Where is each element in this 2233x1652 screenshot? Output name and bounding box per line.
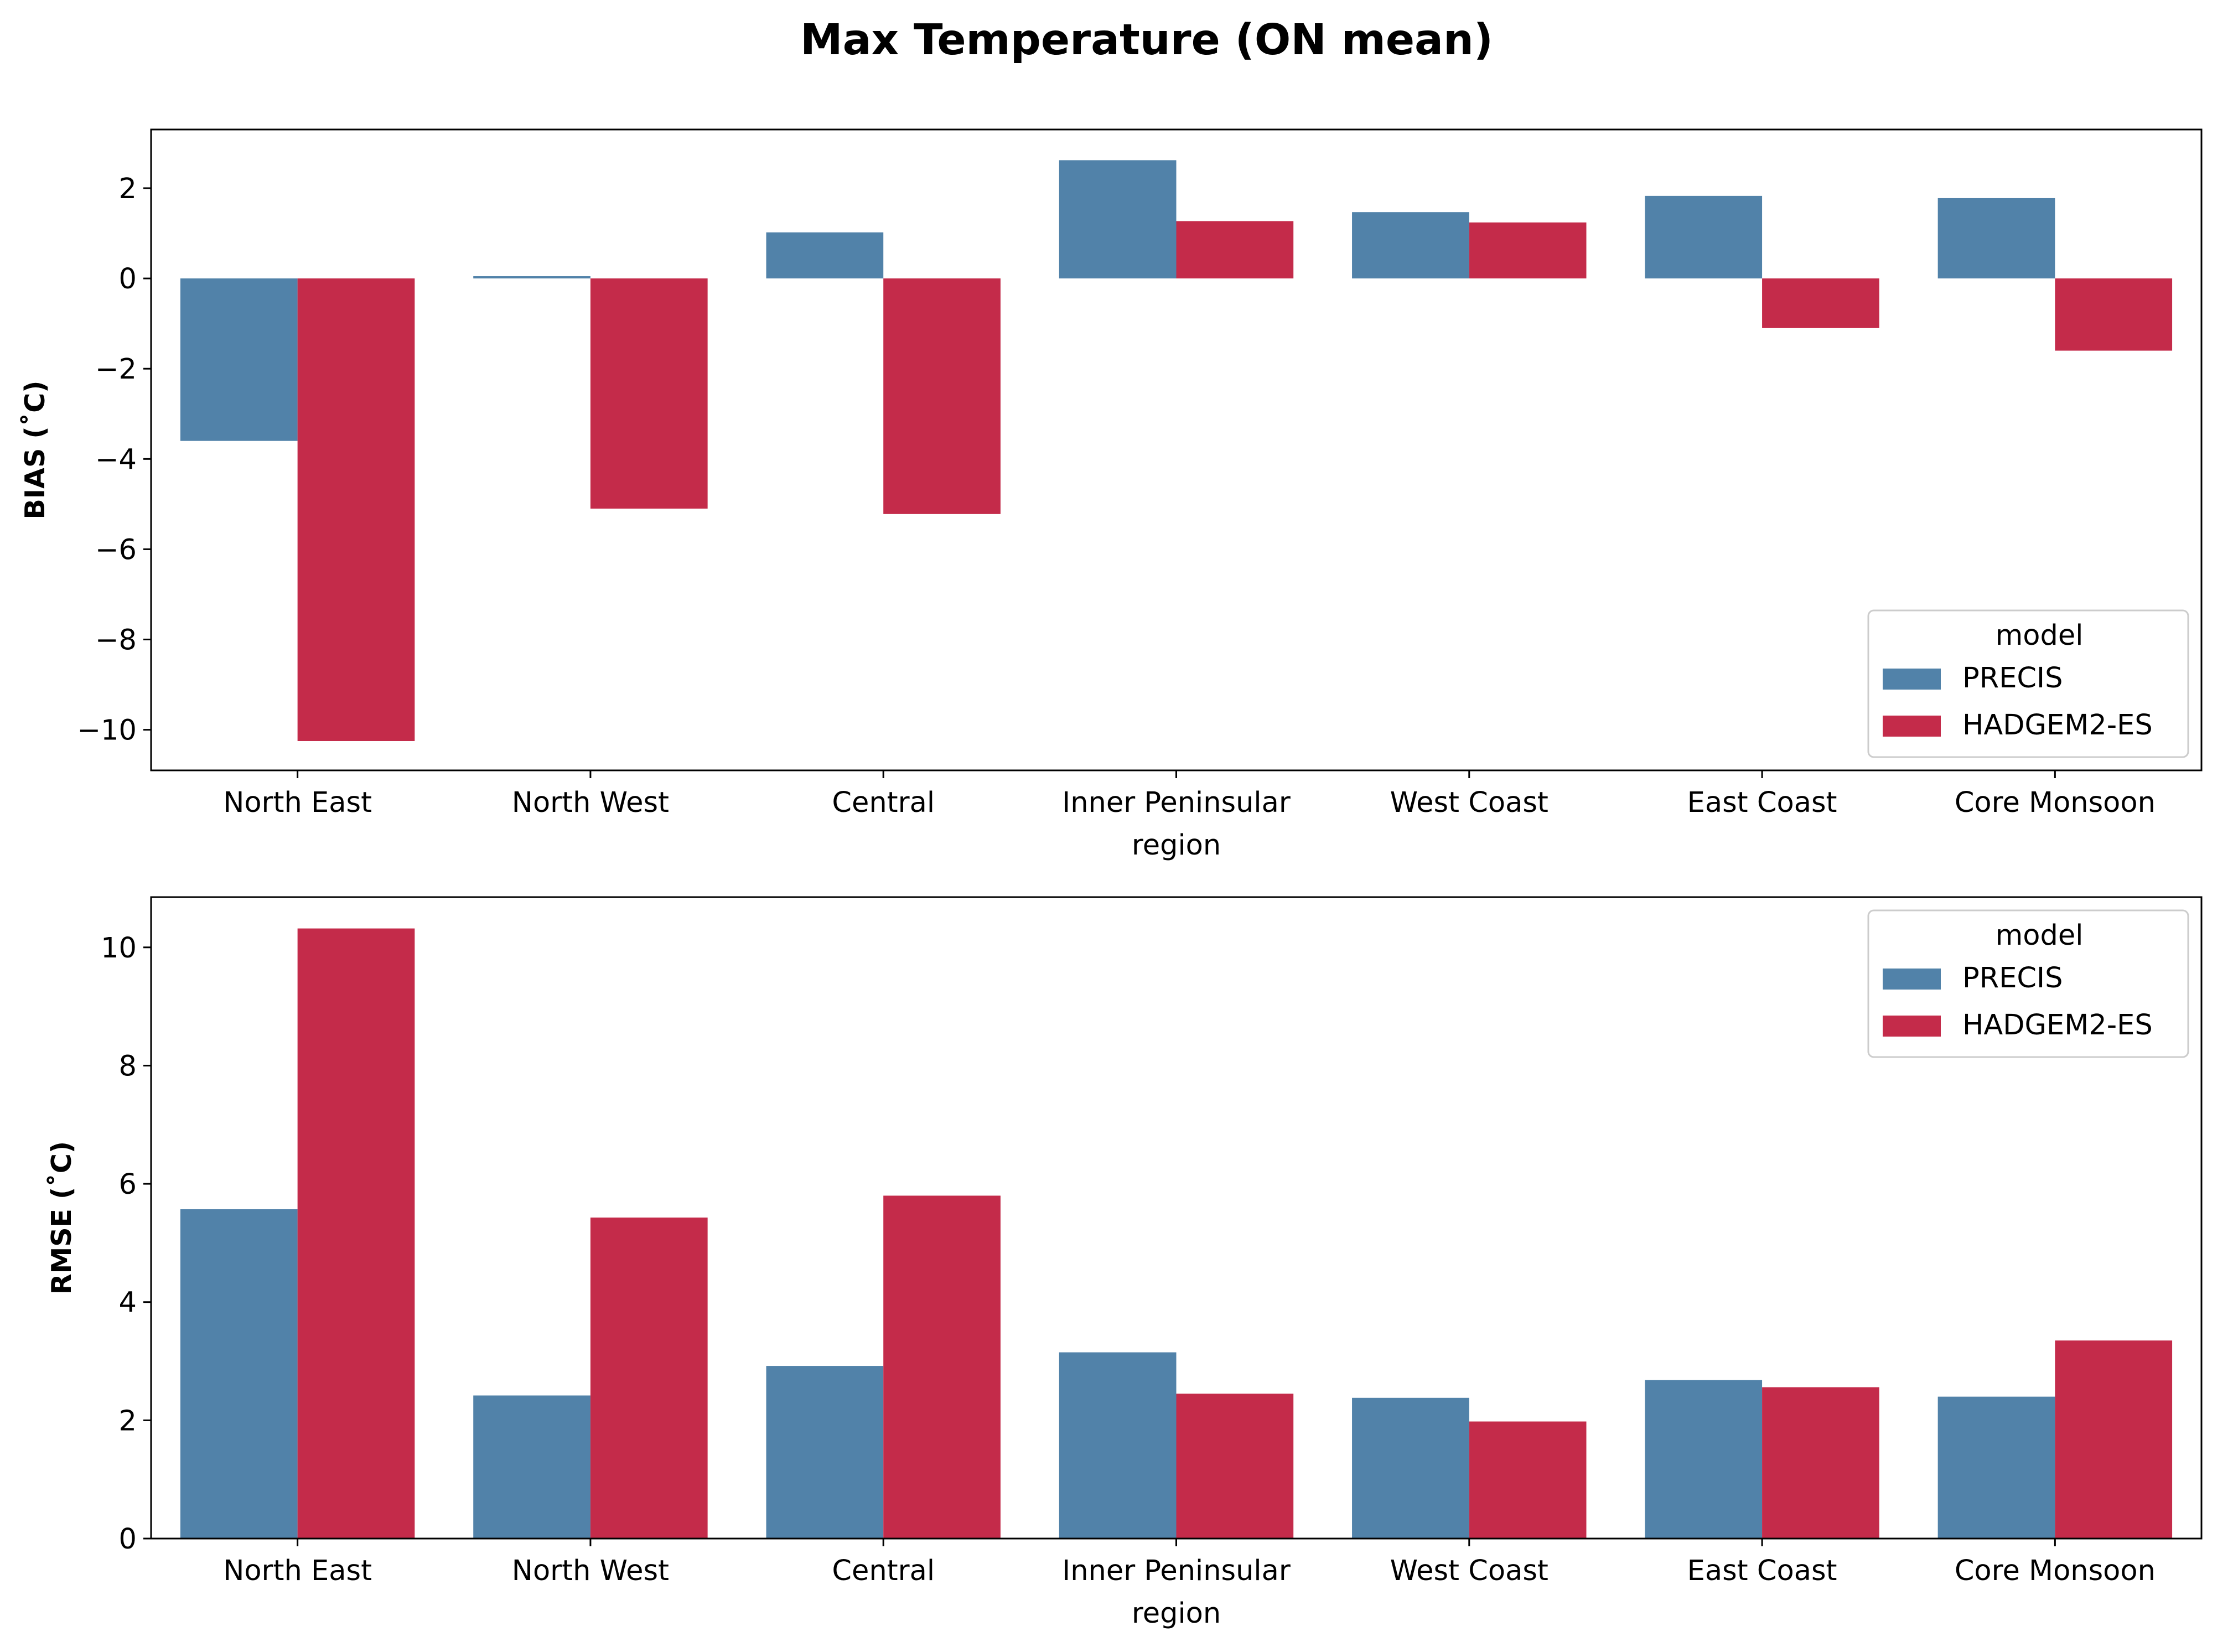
rmse-legend-label-precis: PRECIS	[1962, 962, 2063, 995]
rmse-legend-title: model	[1996, 919, 2084, 952]
bias-bar-precis-north-east	[180, 278, 298, 441]
rmse-legend-swatch-precis	[1883, 969, 1941, 990]
bias-legend-label-hadgem2-es: HADGEM2-ES	[1962, 709, 2153, 742]
rmse-y-tick-label: 0	[119, 1523, 137, 1556]
bias-x-tick-label: North East	[223, 786, 372, 819]
rmse-bar-hadgem2-es-north-east	[297, 928, 415, 1539]
rmse-legend-swatch-hadgem2-es	[1883, 1016, 1941, 1037]
bias-bar-precis-east-coast	[1645, 195, 1763, 279]
rmse-legend-box	[1867, 909, 2189, 1058]
bias-y-tick-label: −4	[95, 443, 137, 476]
rmse-x-tick-label: North East	[223, 1555, 372, 1587]
rmse-x-tick-label: Inner Peninsular	[1062, 1555, 1291, 1587]
figure-title: Max Temperature (ON mean)	[800, 15, 1493, 65]
rmse-x-tick-label: East Coast	[1687, 1555, 1837, 1587]
rmse-bar-precis-inner-peninsular	[1059, 1352, 1177, 1539]
rmse-y-tick-label: 4	[119, 1287, 137, 1319]
rmse-bar-hadgem2-es-north-west	[590, 1217, 708, 1539]
bias-bar-hadgem2-es-west-coast	[1469, 222, 1587, 279]
bias-x-tick-label: North West	[512, 786, 669, 819]
rmse-y-tick-label: 6	[119, 1168, 137, 1201]
rmse-y-tick-label: 2	[119, 1405, 137, 1437]
rmse-y-tick-label: 8	[119, 1050, 137, 1083]
bias-bar-precis-central	[766, 232, 884, 279]
rmse-bar-precis-east-coast	[1645, 1380, 1763, 1539]
bias-bar-hadgem2-es-north-east	[297, 278, 415, 741]
bias-y-tick-label: −2	[95, 353, 137, 386]
bias-legend-label-precis: PRECIS	[1962, 662, 2063, 695]
bias-bar-precis-north-west	[473, 276, 590, 279]
bias-y-tick-label: 2	[119, 173, 137, 205]
rmse-bar-hadgem2-es-inner-peninsular	[1176, 1394, 1294, 1539]
rmse-y-tick-label: 10	[101, 932, 137, 965]
rmse-bar-precis-north-west	[473, 1395, 590, 1539]
bias-y-tick-label: −8	[95, 624, 137, 657]
rmse-x-tick-label: West Coast	[1390, 1555, 1548, 1587]
bias-y-axis-title: BIAS (˚C)	[19, 380, 51, 519]
bias-bar-hadgem2-es-central	[883, 278, 1001, 514]
rmse-y-axis-title: RMSE (˚C)	[46, 1141, 77, 1295]
rmse-x-tick-label: North West	[512, 1555, 669, 1587]
rmse-bar-precis-central	[766, 1366, 884, 1539]
bias-x-tick-label: Inner Peninsular	[1062, 786, 1291, 819]
rmse-bar-hadgem2-es-core-monsoon	[2055, 1340, 2173, 1539]
bias-bar-hadgem2-es-inner-peninsular	[1176, 221, 1294, 279]
rmse-bar-precis-west-coast	[1352, 1397, 1469, 1539]
bias-x-axis-title: region	[1132, 829, 1221, 862]
rmse-x-axis-title: region	[1132, 1597, 1221, 1630]
bias-legend-swatch-hadgem2-es	[1883, 716, 1941, 737]
bias-y-tick-label: −6	[95, 534, 137, 566]
bias-bar-hadgem2-es-east-coast	[1762, 278, 1879, 328]
rmse-bar-precis-core-monsoon	[1937, 1396, 2055, 1539]
bias-y-tick-label: −10	[77, 714, 137, 747]
bias-y-tick-label: 0	[119, 263, 137, 296]
bias-bar-precis-inner-peninsular	[1059, 160, 1177, 279]
bias-bar-precis-core-monsoon	[1937, 198, 2055, 279]
bias-legend-box	[1867, 609, 2189, 758]
bias-legend-title: model	[1996, 619, 2084, 652]
bias-panel: 2 0 −2 −4 −6 −8 −10 North East North West Central…	[19, 128, 2203, 862]
bias-bar-hadgem2-es-north-west	[590, 278, 708, 509]
rmse-bar-hadgem2-es-east-coast	[1762, 1387, 1879, 1539]
bias-x-tick-label: East Coast	[1687, 786, 1837, 819]
bias-x-tick-label: Core Monsoon	[1955, 786, 2156, 819]
rmse-bar-hadgem2-es-west-coast	[1469, 1421, 1587, 1539]
rmse-x-tick-label: Core Monsoon	[1955, 1555, 2156, 1587]
bias-bar-precis-west-coast	[1352, 212, 1469, 279]
rmse-bar-precis-north-east	[180, 1209, 298, 1539]
rmse-panel: 0 2 4 6 8 10 North East North West Central Inner …	[46, 896, 2203, 1630]
rmse-legend-label-hadgem2-es: HADGEM2-ES	[1962, 1009, 2153, 1042]
bias-x-tick-label: Central	[832, 786, 935, 819]
bias-x-tick-label: West Coast	[1390, 786, 1548, 819]
rmse-bar-hadgem2-es-central	[883, 1195, 1001, 1539]
bias-bar-hadgem2-es-core-monsoon	[2055, 278, 2173, 351]
bias-legend: model PRECIS HADGEM2-ES	[1867, 609, 2189, 758]
bias-legend-swatch-precis	[1883, 669, 1941, 690]
rmse-x-tick-label: Central	[832, 1555, 935, 1587]
rmse-legend: model PRECIS HADGEM2-ES	[1867, 909, 2189, 1058]
